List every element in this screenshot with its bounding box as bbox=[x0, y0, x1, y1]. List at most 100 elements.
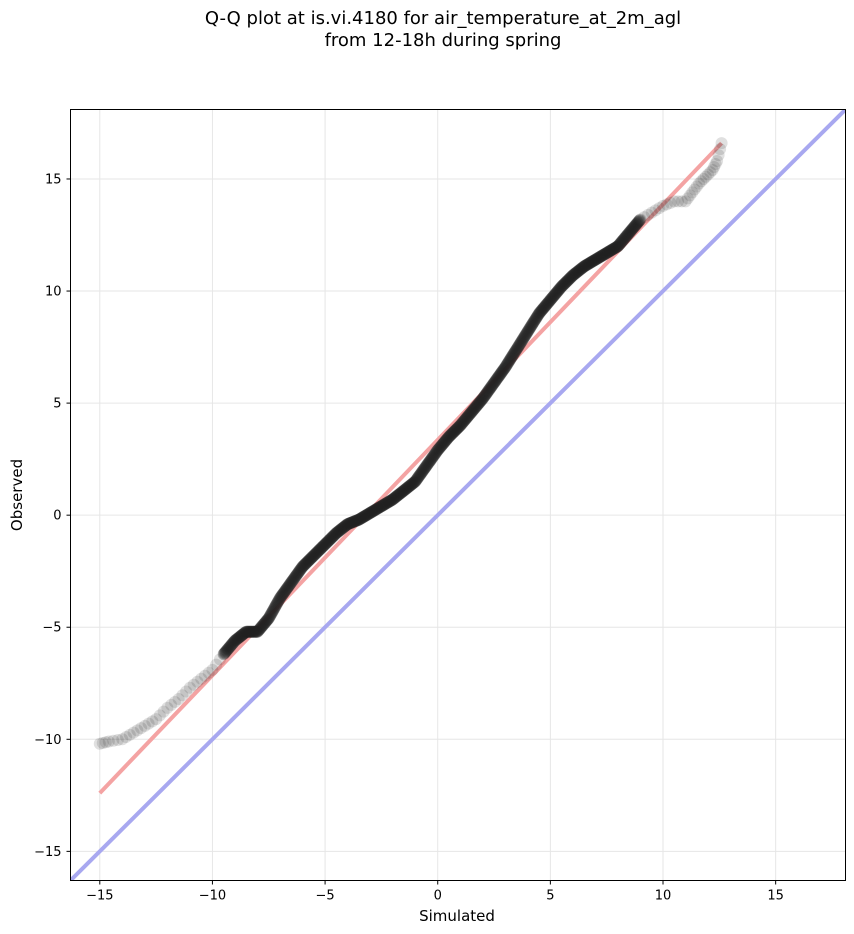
quantile-point bbox=[595, 249, 608, 262]
quantile-point bbox=[228, 635, 241, 648]
quantile-point bbox=[290, 568, 303, 581]
quantile-point bbox=[521, 325, 534, 338]
quantile-point bbox=[629, 219, 642, 232]
quantile-point bbox=[222, 642, 235, 655]
quantile-point bbox=[381, 496, 394, 509]
quantile-point bbox=[237, 627, 250, 640]
quantile-point bbox=[490, 373, 503, 386]
quantile-point bbox=[390, 490, 403, 503]
quantile-point bbox=[290, 569, 303, 582]
quantile-point bbox=[378, 498, 391, 511]
quantile-point bbox=[681, 192, 694, 205]
quantile-point bbox=[586, 255, 599, 268]
quantile-point bbox=[358, 510, 371, 523]
quantile-point bbox=[316, 540, 329, 553]
quantile-point bbox=[428, 449, 441, 462]
quantile-point bbox=[582, 257, 595, 270]
quantile-point bbox=[481, 385, 494, 398]
quantile-point bbox=[383, 495, 396, 508]
quantile-point bbox=[206, 663, 219, 676]
quantile-point bbox=[376, 499, 389, 512]
quantile-point bbox=[408, 476, 421, 489]
quantile-point bbox=[226, 638, 239, 651]
y-axis-label: Observed bbox=[8, 459, 26, 531]
quantile-point bbox=[255, 621, 268, 634]
quantile-point bbox=[561, 274, 574, 287]
quantile-point bbox=[528, 315, 541, 328]
quantile-point bbox=[520, 327, 533, 340]
quantile-point bbox=[597, 249, 610, 262]
quantile-point bbox=[510, 343, 523, 356]
quantile-point bbox=[398, 483, 411, 496]
quantile-point bbox=[583, 257, 596, 270]
quantile-point bbox=[479, 388, 492, 401]
quantile-point bbox=[601, 246, 614, 259]
quantile-point bbox=[338, 520, 351, 533]
quantile-point bbox=[335, 522, 348, 535]
quantile-point bbox=[557, 279, 570, 292]
quantile-point bbox=[711, 155, 724, 168]
quantile-point bbox=[111, 734, 124, 747]
quantile-point bbox=[416, 465, 429, 478]
quantile-point bbox=[470, 400, 483, 413]
quantile-point bbox=[447, 425, 460, 438]
quantile-point bbox=[386, 493, 399, 506]
y-axis-ticks: −15 −10 −5 0 5 10 15 bbox=[34, 172, 71, 860]
quantile-point bbox=[315, 541, 328, 554]
quantile-point bbox=[500, 360, 513, 373]
chart-title: Q-Q plot at is.vi.4180 for air_temperatu… bbox=[204, 8, 682, 29]
quantile-point bbox=[633, 214, 646, 227]
quantile-point bbox=[249, 625, 262, 638]
quantile-point bbox=[493, 369, 506, 382]
quantile-point bbox=[426, 452, 439, 465]
quantile-point bbox=[284, 577, 297, 590]
quantile-point bbox=[498, 362, 511, 375]
quantile-point bbox=[312, 544, 325, 557]
quantile-point bbox=[392, 489, 405, 501]
quantile-point bbox=[566, 269, 579, 282]
quantile-point bbox=[542, 296, 555, 309]
quantile-point bbox=[276, 588, 289, 601]
quantile-point bbox=[574, 263, 587, 276]
y-tick-label: 5 bbox=[53, 397, 61, 412]
quantile-point bbox=[246, 625, 259, 638]
quantile-point bbox=[431, 444, 444, 457]
quantile-point bbox=[478, 390, 491, 403]
quantile-point bbox=[388, 491, 401, 504]
quantile-point bbox=[600, 246, 613, 259]
quantile-point bbox=[256, 619, 269, 632]
quantile-point bbox=[546, 291, 559, 304]
quantile-point bbox=[441, 432, 454, 445]
quantile-point bbox=[378, 498, 391, 511]
quantile-point bbox=[221, 643, 234, 656]
quantile-point bbox=[324, 532, 337, 545]
quantile-point bbox=[293, 565, 306, 578]
quantile-point bbox=[588, 254, 601, 267]
quantile-point bbox=[500, 359, 513, 372]
quantile-point bbox=[343, 517, 356, 530]
quantile-point bbox=[487, 377, 500, 390]
quantile-point bbox=[281, 581, 294, 594]
quantile-point bbox=[361, 508, 374, 521]
quantile-point bbox=[307, 549, 320, 562]
quantile-point bbox=[628, 220, 641, 233]
quantile-point bbox=[385, 493, 398, 506]
quantile-point bbox=[519, 329, 532, 342]
quantile-point bbox=[407, 476, 420, 489]
quantile-point bbox=[614, 236, 627, 249]
quantile-point bbox=[314, 543, 327, 556]
quantile-point bbox=[220, 644, 233, 657]
quantile-point bbox=[404, 478, 417, 491]
quantile-point bbox=[380, 497, 393, 510]
quantile-point bbox=[299, 557, 312, 570]
quantile-point bbox=[463, 408, 476, 421]
quantile-point bbox=[252, 624, 265, 637]
quantile-point bbox=[530, 311, 543, 324]
quantile-point bbox=[364, 506, 377, 519]
quantile-point bbox=[473, 395, 486, 408]
quantile-point bbox=[603, 245, 616, 258]
quantile-point bbox=[535, 304, 548, 317]
quantile-point bbox=[298, 558, 311, 571]
quantile-point bbox=[450, 423, 463, 436]
quantile-point bbox=[226, 637, 239, 650]
